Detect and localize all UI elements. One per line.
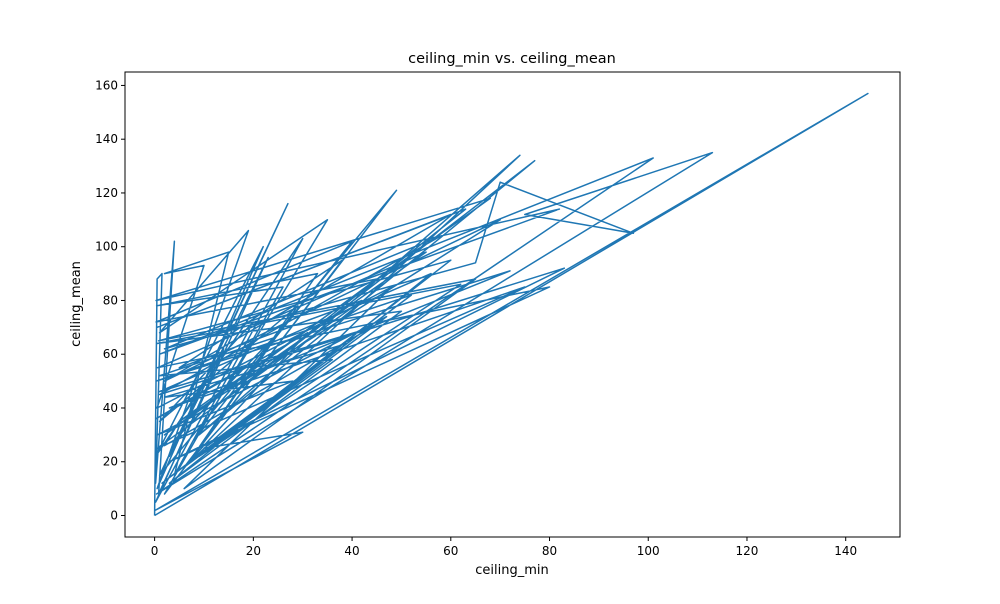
chart-title: ceiling_min vs. ceiling_mean: [408, 51, 616, 67]
x-tick-label: 140: [834, 544, 857, 558]
x-tick-label: 100: [637, 544, 660, 558]
y-tick-label: 140: [95, 132, 118, 146]
y-tick-label: 120: [95, 186, 118, 200]
y-axis-label: ceiling_mean: [69, 261, 84, 347]
y-tick-label: 60: [103, 347, 118, 361]
y-tick-label: 0: [110, 508, 118, 522]
plot-frame: [124, 71, 901, 538]
y-axis: 0 20 40 60 80 100 120 140 160: [95, 78, 125, 522]
y-tick-label: 80: [103, 293, 118, 307]
series-layer: [153, 92, 869, 517]
x-tick-label: 60: [443, 544, 458, 558]
x-tick-label: 20: [246, 544, 261, 558]
x-axis-label: ceiling_min: [475, 563, 549, 578]
y-tick-label: 100: [95, 240, 118, 254]
x-tick-label: 120: [736, 544, 759, 558]
y-tick-label: 40: [103, 401, 118, 415]
x-tick-label: 40: [344, 544, 359, 558]
series-line-0: [153, 92, 869, 517]
y-tick-label: 20: [103, 455, 118, 469]
x-tick-label: 80: [542, 544, 557, 558]
x-axis: 0 20 40 60 80 100 120 140: [151, 537, 857, 558]
y-tick-label: 160: [95, 78, 118, 92]
x-tick-label: 0: [151, 544, 159, 558]
